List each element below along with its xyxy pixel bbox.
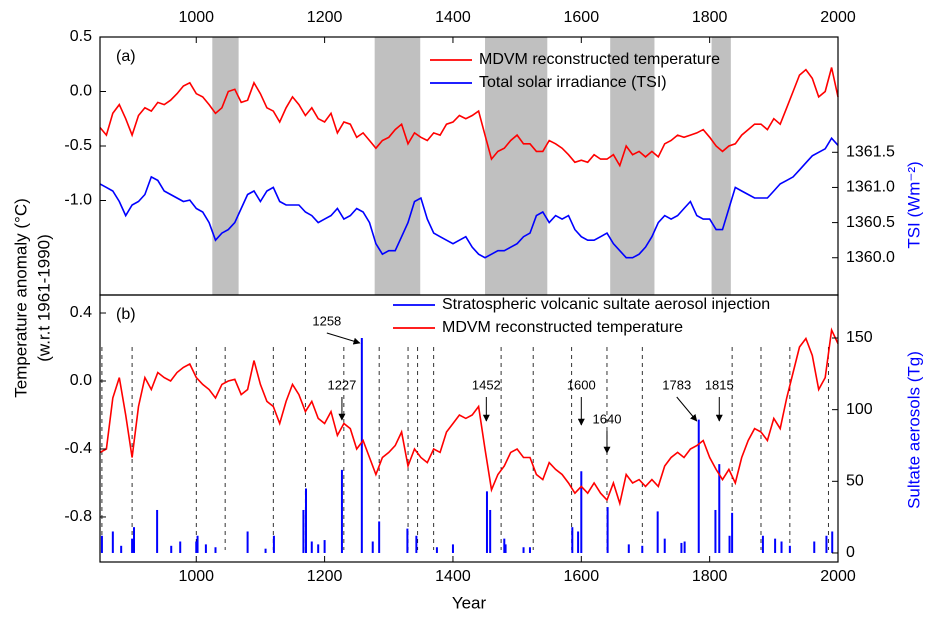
y2-tick-label: 0 [846,544,855,561]
y-tick-label: 0.0 [70,372,92,389]
y2-axis-label: Sultate aerosols (Tg) [904,351,923,509]
y-axis-label: Temperature anomaly (°C) [11,198,30,398]
x-tick-label: 1400 [435,9,471,26]
x-tick-label: 1800 [692,568,728,585]
panel-label: (a) [116,48,136,65]
y2-axis-label: TSI (Wm⁻²) [904,161,923,248]
annotation-label: 1258 [312,313,341,328]
panel-label: (b) [116,306,136,323]
shaded-period [374,37,421,295]
y-axis-label: (w.r.t 1961-1990) [34,234,53,362]
shaded-period [610,37,655,295]
y2-tick-label: 1360.0 [846,249,895,266]
x-tick-label: 1000 [178,9,214,26]
x-tick-label: 1600 [564,9,600,26]
y-tick-label: -0.8 [64,508,92,525]
y-tick-label: -1.0 [64,192,92,209]
x-tick-label: 1200 [307,9,343,26]
annotation-arrow [676,396,698,422]
legend-label: MDVM reconstructed temperature [479,51,720,68]
y-tick-label: 0.5 [70,28,92,45]
x-tick-label: 2000 [820,568,856,585]
y2-tick-label: 50 [846,473,864,490]
y-tick-label: 0.0 [70,83,92,100]
y2-tick-label: 1360.5 [846,214,895,231]
x-tick-label: 1400 [435,568,471,585]
data-line [99,327,839,507]
data-line [99,67,839,168]
y-tick-label: -0.4 [64,440,92,457]
annotation-label: 1815 [705,377,734,392]
shaded-period [711,37,731,295]
legend-label: Total solar irradiance (TSI) [479,74,667,91]
y2-tick-label: 100 [846,401,873,418]
x-tick-label: 1000 [178,568,214,585]
annotation-label: 1600 [567,377,596,392]
annotation-label: 1452 [472,377,501,392]
y-tick-label: -0.5 [64,137,92,154]
legend-label: Stratospheric volcanic sultate aerosol i… [442,296,770,313]
x-tick-label: 1600 [564,568,600,585]
plot-frame [99,294,839,563]
shaded-period [212,37,239,295]
x-tick-label: 2000 [820,9,856,26]
x-tick-label: 1800 [692,9,728,26]
y-tick-label: 0.4 [70,304,92,321]
y2-tick-label: 1361.5 [846,144,895,161]
x-tick-label: 1200 [307,568,343,585]
y2-tick-label: 150 [846,329,873,346]
annotation-label: 1783 [662,377,691,392]
legend-label: MDVM reconstructed temperature [442,319,683,336]
annotation-label: 1227 [327,377,356,392]
y2-tick-label: 1361.0 [846,179,895,196]
data-line [99,136,839,259]
annotation-label: 1640 [593,411,622,426]
annotation-arrow [326,332,361,345]
x-axis-label: Year [452,593,487,612]
